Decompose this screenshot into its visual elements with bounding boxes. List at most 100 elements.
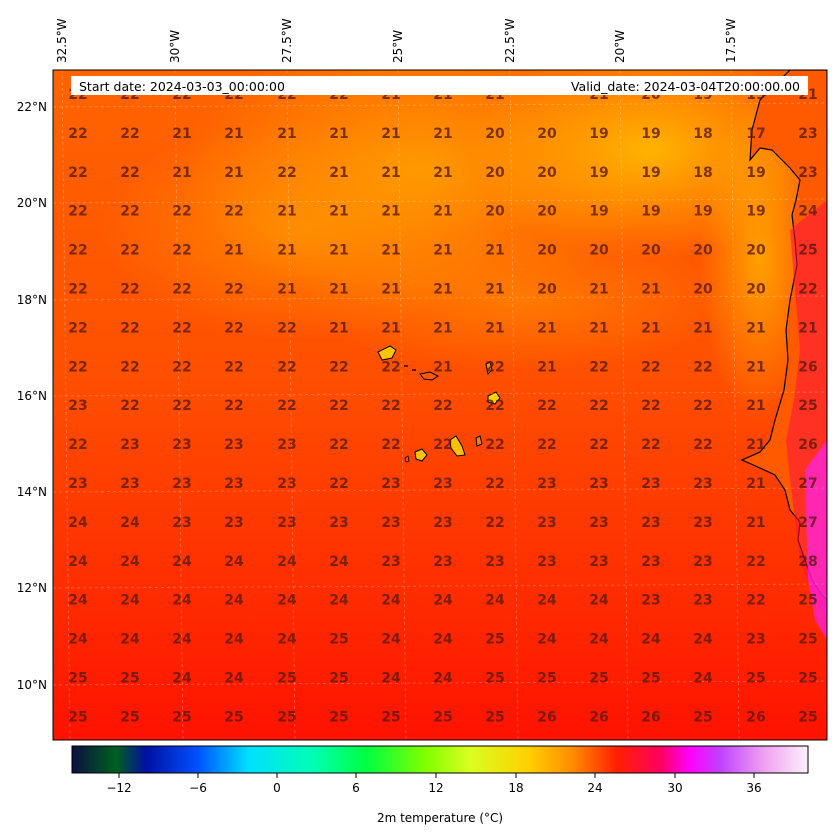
grid-value: 23 <box>224 515 243 531</box>
grid-value: 21 <box>798 320 817 336</box>
longitude-labels: 32.5°W 30°W 27.5°W 25°W 22.5°W 20°W 17.5°W <box>55 18 738 63</box>
grid-value: 24 <box>537 593 557 609</box>
grid-value: 21 <box>277 243 296 259</box>
colorbar-tick-label: −6 <box>189 781 207 795</box>
lon-label: 22.5°W <box>503 18 517 63</box>
grid-value: 23 <box>537 515 556 531</box>
grid-value: 20 <box>537 126 557 142</box>
grid-value: 22 <box>381 437 400 453</box>
grid-value: 19 <box>641 165 660 181</box>
grid-value: 22 <box>277 359 296 375</box>
grid-value: 23 <box>537 554 556 570</box>
grid-value: 23 <box>381 554 400 570</box>
grid-value: 20 <box>485 165 505 181</box>
colorbar-label: 2m temperature (°C) <box>377 811 503 825</box>
grid-value: 21 <box>381 243 400 259</box>
grid-value: 21 <box>329 126 348 142</box>
lon-label: 32.5°W <box>55 18 69 63</box>
grid-value: 24 <box>433 671 453 687</box>
grid-value: 24 <box>120 632 140 648</box>
grid-value: 22 <box>224 359 243 375</box>
grid-value: 20 <box>589 243 609 259</box>
grid-value: 21 <box>589 282 608 298</box>
colorbar-tick-label: 30 <box>667 781 682 795</box>
grid-value: 24 <box>224 554 244 570</box>
grid-value: 21 <box>746 359 765 375</box>
grid-value: 18 <box>693 165 712 181</box>
grid-value: 24 <box>589 593 609 609</box>
grid-value: 23 <box>641 593 660 609</box>
grid-value: 23 <box>693 554 712 570</box>
grid-value: 22 <box>381 359 400 375</box>
grid-value: 21 <box>485 282 504 298</box>
grid-value: 23 <box>485 554 504 570</box>
grid-value: 24 <box>798 204 818 220</box>
grid-value: 24 <box>120 593 140 609</box>
grid-value: 22 <box>68 126 87 142</box>
grid-value: 22 <box>641 398 660 414</box>
grid-value: 22 <box>693 437 712 453</box>
grid-value: 22 <box>693 398 712 414</box>
grid-value: 25 <box>798 398 817 414</box>
grid-value: 26 <box>537 709 556 725</box>
grid-value: 23 <box>172 476 191 492</box>
grid-value: 21 <box>329 204 348 220</box>
grid-value: 23 <box>746 632 765 648</box>
grid-value: 20 <box>693 282 713 298</box>
lat-label: 16°N <box>17 389 47 403</box>
grid-value: 24 <box>224 593 244 609</box>
colorbar-tick-label: 12 <box>428 781 443 795</box>
grid-value: 25 <box>485 709 504 725</box>
grid-value: 22 <box>329 437 348 453</box>
grid-value: 25 <box>120 709 139 725</box>
grid-value: 24 <box>172 671 192 687</box>
grid-value: 22 <box>68 243 87 259</box>
grid-value: 22 <box>172 243 191 259</box>
grid-value: 21 <box>172 126 191 142</box>
grid-value: 24 <box>224 632 244 648</box>
grid-value: 21 <box>381 165 400 181</box>
island-sao-vicente <box>419 371 439 381</box>
grid-value: 25 <box>798 593 817 609</box>
grid-value: 25 <box>120 671 139 687</box>
grid-value: 24 <box>693 632 713 648</box>
grid-value: 24 <box>641 632 661 648</box>
grid-value: 22 <box>485 476 504 492</box>
lat-label: 22°N <box>17 100 47 114</box>
grid-value: 24 <box>433 593 453 609</box>
grid-value: 17 <box>746 126 765 142</box>
grid-value: 21 <box>381 282 400 298</box>
colorbar-ticks: −12 −6 0 6 12 18 24 30 36 <box>106 773 762 795</box>
lat-label: 18°N <box>17 293 47 307</box>
grid-value: 24 <box>381 593 401 609</box>
grid-value: 22 <box>68 359 87 375</box>
grid-value: 22 <box>485 437 504 453</box>
valid-date: Valid_date: 2024-03-04T20:00:00.00 <box>571 79 800 94</box>
grid-value: 21 <box>433 126 452 142</box>
grid-value: 25 <box>433 709 452 725</box>
grid-value: 24 <box>693 671 713 687</box>
grid-value: 22 <box>589 437 608 453</box>
grid-value: 21 <box>172 165 191 181</box>
grid-value: 23 <box>641 515 660 531</box>
grid-value: 25 <box>537 671 556 687</box>
colorbar-tick-label: 36 <box>746 781 761 795</box>
grid-value: 22 <box>120 320 139 336</box>
grid-value: 22 <box>68 320 87 336</box>
grid-value: 22 <box>329 359 348 375</box>
grid-value: 23 <box>172 437 191 453</box>
colorbar-tick-label: 6 <box>352 781 360 795</box>
grid-value: 24 <box>485 593 505 609</box>
grid-value: 20 <box>485 126 505 142</box>
grid-value: 25 <box>329 632 348 648</box>
grid-value: 26 <box>641 709 660 725</box>
island-santo-antao <box>377 345 397 361</box>
colorbar-tick-label: 24 <box>587 781 602 795</box>
grid-value: 24 <box>172 593 192 609</box>
grid-value: 22 <box>485 359 504 375</box>
grid-value: 26 <box>746 709 765 725</box>
grid-value: 20 <box>537 204 557 220</box>
grid-value: 24 <box>120 554 140 570</box>
grid-value: 23 <box>433 515 452 531</box>
grid-value: 22 <box>589 398 608 414</box>
